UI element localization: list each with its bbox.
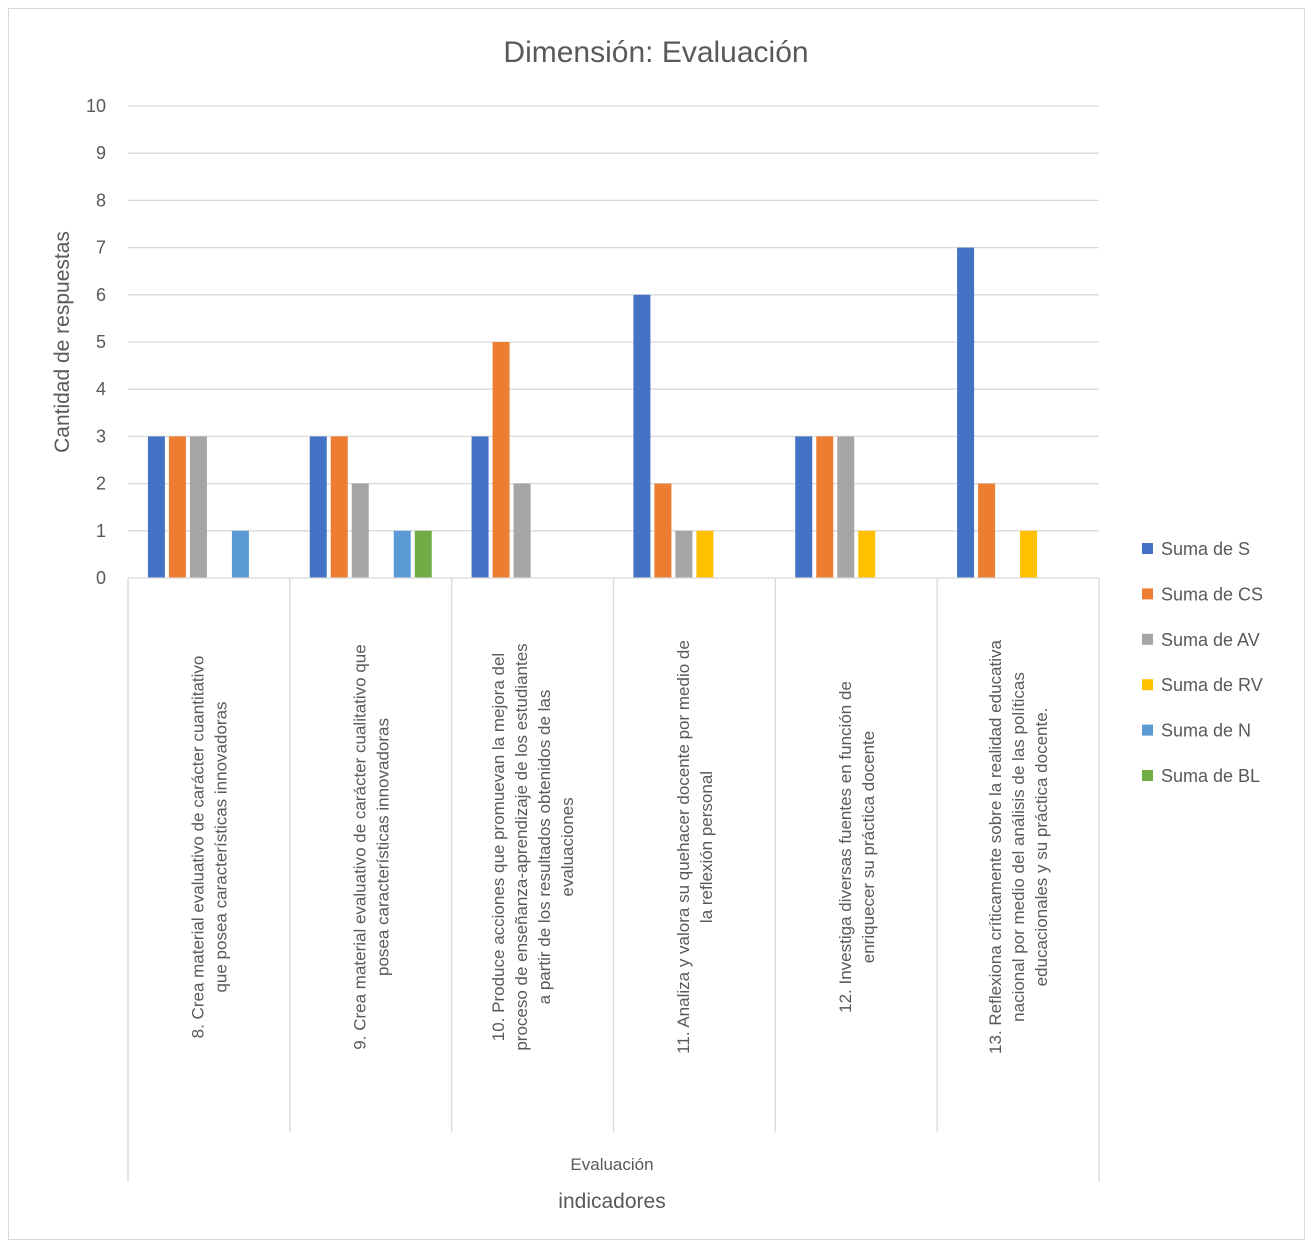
category-labels: 8. Crea material evaluativo de carácter … — [188, 640, 1051, 1054]
bar — [393, 530, 411, 578]
category-label: 12. Investiga diversas fuentes en funció… — [836, 681, 878, 1013]
y-tick-label: 6 — [96, 285, 106, 305]
y-tick-label: 4 — [96, 379, 106, 399]
x-axis-title: indicadores — [558, 1190, 665, 1213]
category-label-line: 8. Crea material evaluativo de carácter … — [188, 656, 207, 1039]
legend-swatch — [1142, 724, 1153, 736]
category-label-line: a partir de los resultados obtenidos de … — [535, 690, 554, 1005]
category-label-line: posea características innovadoras — [373, 718, 392, 976]
y-axis-title: Cantidad de respuestas — [51, 231, 74, 453]
category-label-line: proceso de enseñanza-aprendizaje de los … — [512, 643, 531, 1050]
legend-label: Suma de BL — [1161, 766, 1260, 786]
bar — [330, 436, 348, 578]
category-label: 13. Reflexiona críticamente sobre la rea… — [986, 640, 1051, 1054]
bar — [414, 530, 432, 578]
legend-label: Suma de RV — [1161, 675, 1263, 695]
bar — [309, 436, 327, 578]
bar — [147, 436, 165, 578]
category-label-line: la reflexión personal — [697, 771, 716, 923]
bar — [675, 530, 693, 578]
category-label-line: 9. Crea material evaluativo de carácter … — [350, 644, 369, 1049]
legend-label: Suma de S — [1161, 539, 1250, 559]
category-label-line: nacional por medio del análisis de las p… — [1009, 672, 1028, 1022]
bar — [189, 436, 207, 578]
bar — [816, 436, 834, 578]
legend-label: Suma de CS — [1161, 584, 1263, 604]
category-label-line: 11. Analiza y valora su quehacer docente… — [674, 640, 693, 1054]
legend-swatch — [1142, 770, 1153, 781]
category-label: 10. Produce acciones que promuevan la me… — [489, 643, 577, 1050]
legend: Suma de S Suma de CS Suma de AV Suma de RV S… — [1142, 539, 1263, 786]
category-label-line: educacionales y su práctica docente. — [1032, 708, 1051, 987]
y-tick-label: 1 — [96, 521, 106, 541]
legend-label: Suma de AV — [1161, 630, 1260, 650]
category-label-line: enriquecer su práctica docente — [859, 731, 878, 963]
legend-swatch — [1142, 588, 1153, 600]
bars — [147, 247, 1038, 578]
y-tick-label: 2 — [96, 474, 106, 494]
legend-swatch — [1142, 543, 1153, 554]
bar — [168, 436, 186, 578]
category-label-line: que posea características innovadoras — [211, 701, 230, 992]
bar — [654, 483, 672, 578]
bar — [795, 436, 813, 578]
chart-area — [8, 8, 1305, 1240]
category-label-line: 10. Produce acciones que promuevan la me… — [489, 653, 508, 1041]
x-axis — [127, 577, 1100, 1182]
legend-label: Suma de N — [1161, 721, 1251, 741]
y-tick-label: 10 — [86, 96, 106, 116]
bar — [978, 483, 996, 578]
group-label: Evaluación — [570, 1155, 653, 1174]
category-label-line: 13. Reflexiona críticamente sobre la rea… — [986, 640, 1005, 1054]
y-axis-ticks: 0 1 2 3 4 5 6 7 8 9 10 — [86, 96, 106, 588]
bar — [858, 530, 876, 578]
bar — [837, 436, 855, 578]
y-tick-label: 7 — [96, 238, 106, 258]
gridlines — [128, 105, 1099, 532]
bar — [471, 436, 489, 578]
y-tick-label: 5 — [96, 332, 106, 352]
chart-title: Dimensión: Evaluación — [503, 36, 808, 69]
bar — [351, 483, 369, 578]
category-label: 8. Crea material evaluativo de carácter … — [188, 656, 230, 1039]
bar — [231, 530, 249, 578]
legend-swatch — [1142, 633, 1153, 645]
y-tick-label: 8 — [96, 190, 106, 210]
category-label: 9. Crea material evaluativo de carácter … — [350, 644, 392, 1049]
y-tick-label: 0 — [96, 568, 106, 588]
bar — [492, 342, 510, 578]
bar — [633, 294, 651, 578]
category-label-line: evaluaciones — [558, 797, 577, 896]
bar — [1020, 530, 1038, 578]
y-tick-label: 3 — [96, 426, 106, 446]
bar — [957, 247, 975, 578]
bar — [513, 483, 531, 578]
category-label-line: 12. Investiga diversas fuentes en funció… — [836, 681, 855, 1013]
y-tick-label: 9 — [96, 143, 106, 163]
legend-swatch — [1142, 679, 1153, 691]
bar — [696, 530, 714, 578]
category-label: 11. Analiza y valora su quehacer docente… — [674, 640, 716, 1054]
